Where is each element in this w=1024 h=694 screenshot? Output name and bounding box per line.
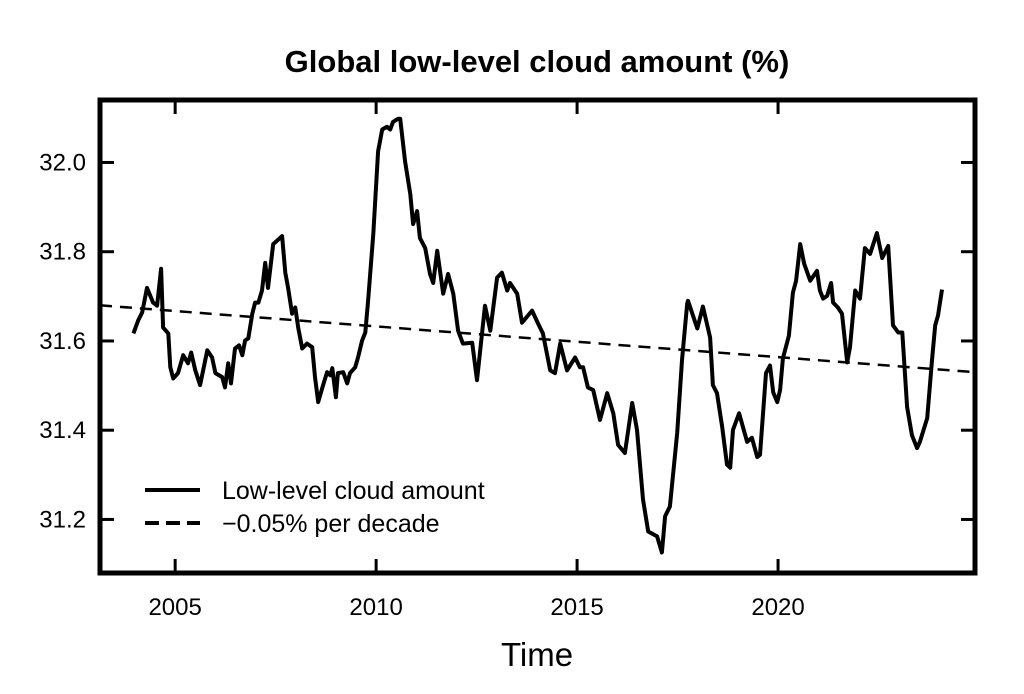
y-tick-label: 32.0: [39, 149, 86, 176]
chart-title: Global low-level cloud amount (%): [285, 44, 790, 79]
x-tick-label: 2010: [349, 594, 402, 621]
x-axis: 2005 2010 2015 2020: [148, 100, 805, 621]
plot-frame: [97, 97, 978, 576]
plot-series: [99, 116, 976, 555]
trend-line: [99, 304, 976, 374]
x-tick-label: 2015: [550, 594, 603, 621]
y-tick-label: 31.2: [39, 506, 86, 533]
x-axis-label: Time: [501, 636, 573, 673]
legend-label-cloud: Low-level cloud amount: [222, 477, 485, 505]
cloud-amount-line: [131, 116, 944, 555]
y-tick-label: 31.8: [39, 239, 86, 266]
x-tick-label: 2005: [148, 594, 201, 621]
legend: Low-level cloud amount −0.05% per decade: [145, 477, 485, 538]
y-axis: 31.2 31.4 31.6 31.8 32.0: [39, 149, 975, 533]
y-tick-label: 31.6: [39, 328, 86, 355]
x-tick-label: 2020: [751, 594, 804, 621]
legend-label-trend: −0.05% per decade: [222, 510, 440, 538]
y-tick-label: 31.4: [39, 417, 86, 444]
